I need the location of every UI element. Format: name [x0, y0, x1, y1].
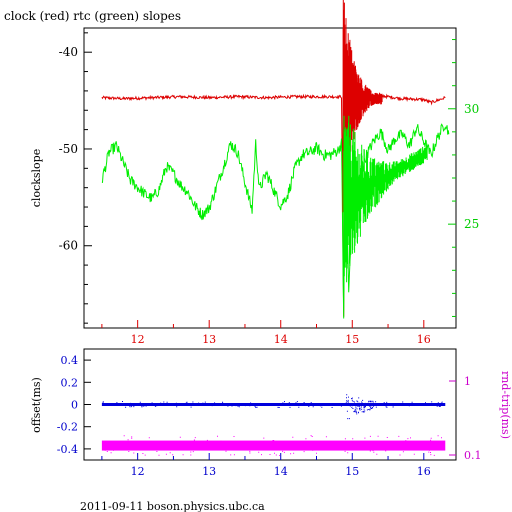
bottom-y2-tick-label: 1 [464, 375, 471, 388]
bottom-y-tick-label: 0 [71, 399, 78, 412]
green-series-line [101, 123, 450, 319]
top-y-tick-label: -40 [59, 45, 78, 59]
top-x-tick-label: 15 [345, 333, 359, 346]
bottom-y2-tick-label: 0.1 [464, 449, 482, 462]
bottom-y-tick-label: 0.2 [61, 376, 79, 389]
magenta-scatter-points [104, 435, 445, 456]
bottom-x-tick-label: 13 [202, 465, 216, 478]
blue-scatter-points [102, 401, 443, 408]
bottom-x-tick-label: 15 [345, 465, 359, 478]
top-x-tick-label: 12 [131, 333, 145, 346]
top-y2-tick-label: 25 [464, 217, 479, 231]
top-y2-tick-label: 30 [464, 102, 479, 116]
chart-title: clock (red) rtc (green) slopes [4, 9, 181, 23]
bottom-y-axis-label: offset(ms) [30, 377, 43, 433]
blue-burst-points [346, 394, 375, 420]
magenta-scatter-band [101, 440, 446, 451]
red-series-line [101, 52, 446, 317]
bottom-y-tick-label: -0.4 [57, 443, 78, 456]
top-y-axis-label: clockslope [30, 149, 43, 207]
blue-scatter-band [101, 403, 446, 406]
bottom-y-tick-label: 0.4 [61, 354, 79, 367]
top-x-tick-label: 14 [274, 333, 288, 346]
bottom-panel: offset(ms) rnd-trip(ms) 12 13 14 15 16 0.4 0.… [30, 348, 512, 478]
bottom-x-tick-label: 12 [131, 465, 145, 478]
top-panel: clockslope 12 13 14 15 16 -40 -50 -60 30 25 [30, 0, 479, 346]
footer-caption: 2011-09-11 boson.physics.ubc.ca [80, 500, 265, 512]
top-x-tick-label: 16 [417, 333, 431, 346]
bottom-x-tick-label: 16 [417, 465, 431, 478]
green-burst-marks [343, 115, 428, 292]
top-y-tick-label: -60 [59, 239, 78, 253]
bottom-y2-axis-label: rnd-trip(ms) [499, 371, 512, 439]
bottom-y-tick-label: -0.2 [57, 421, 78, 434]
red-burst-marks [342, 0, 383, 213]
top-y-tick-label: -50 [59, 142, 78, 156]
bottom-x-tick-label: 14 [274, 465, 288, 478]
top-x-tick-label: 13 [202, 333, 216, 346]
